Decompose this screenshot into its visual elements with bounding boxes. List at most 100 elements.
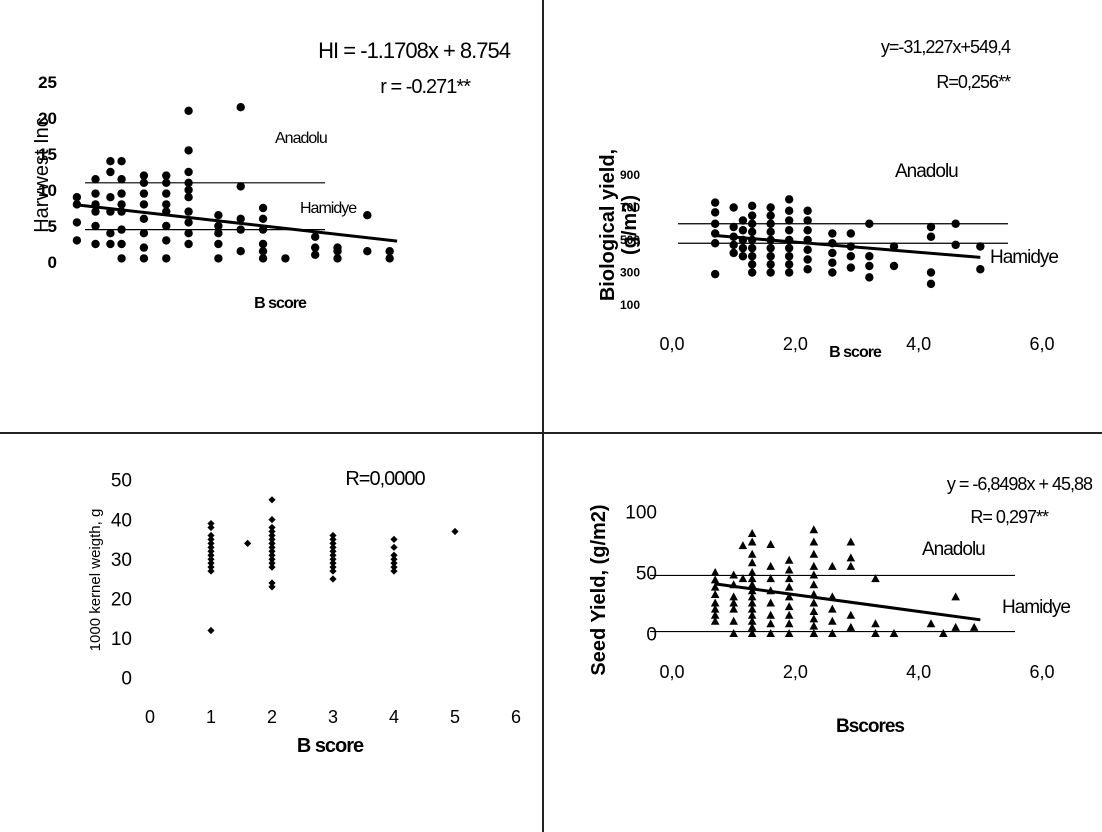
data-point	[268, 563, 276, 571]
data-point	[268, 547, 276, 555]
data-point	[236, 182, 245, 191]
data-point	[784, 195, 794, 204]
data-point	[268, 543, 276, 551]
data-point	[268, 579, 276, 587]
data-point	[258, 247, 268, 256]
data-point	[803, 245, 812, 254]
data-point	[268, 551, 276, 559]
data-point	[865, 219, 874, 228]
y-tick-label: 300	[620, 266, 640, 280]
x-tick-label: 4,0	[906, 334, 931, 354]
data-point	[268, 527, 276, 536]
data-point	[333, 243, 342, 252]
data-point	[390, 535, 398, 543]
data-point	[784, 243, 794, 253]
y-tick-label: 0	[646, 625, 657, 646]
divider-vertical	[542, 0, 544, 832]
data-point	[784, 619, 794, 628]
data-point	[139, 243, 149, 252]
data-point	[72, 218, 82, 227]
x-tick-label: 2,0	[783, 662, 808, 682]
data-point	[747, 598, 757, 607]
data-point	[766, 598, 775, 607]
data-point	[784, 555, 794, 564]
data-point	[865, 252, 874, 261]
data-point	[809, 629, 819, 637]
data-point	[729, 248, 738, 258]
data-point	[162, 171, 171, 180]
x-tick-label: 0	[145, 707, 155, 727]
data-point	[207, 551, 215, 559]
y-tick-label: 500	[620, 233, 640, 247]
data-point	[710, 568, 720, 576]
data-point	[766, 219, 775, 228]
regression-equation: HI = -1.1708x + 8.754	[318, 38, 511, 63]
data-point	[738, 252, 748, 261]
data-point	[729, 222, 738, 232]
data-point	[803, 216, 812, 225]
data-point	[117, 200, 126, 209]
data-point	[976, 242, 985, 251]
data-point	[766, 561, 775, 570]
data-point	[766, 211, 775, 220]
data-point	[747, 201, 757, 211]
data-point	[729, 240, 738, 250]
y-tick-label: 100	[625, 503, 657, 524]
data-point	[310, 232, 320, 241]
data-point	[766, 203, 775, 212]
y-tick-label: 50	[111, 471, 132, 492]
x-tick-label: 2,0	[783, 334, 808, 354]
data-point	[828, 616, 837, 625]
data-point	[207, 543, 215, 551]
data-point	[162, 178, 171, 187]
data-point	[729, 570, 738, 579]
data-point	[329, 539, 337, 547]
y-tick-label: 20	[111, 589, 132, 610]
y-axis-label: Harvwest Inc	[31, 117, 53, 233]
ref-label-hamidye: Hamidye	[1002, 597, 1070, 618]
data-point	[329, 555, 337, 563]
data-point	[809, 598, 819, 607]
data-point	[207, 547, 215, 555]
data-point	[268, 496, 276, 504]
data-point	[738, 541, 748, 550]
data-point	[710, 198, 720, 207]
data-point	[329, 535, 337, 543]
data-point	[363, 211, 372, 220]
data-point	[329, 551, 337, 559]
data-point	[258, 203, 268, 213]
data-point	[214, 211, 223, 220]
chart-bottom-right: 0 50 100 0,0 2,0 4,0 6,0 Anadolu Hamidye Seed Yie…	[588, 474, 1094, 737]
data-point	[784, 252, 794, 261]
data-point	[91, 189, 100, 198]
data-point	[162, 221, 171, 231]
data-point	[390, 567, 398, 575]
data-point	[268, 559, 276, 567]
data-point	[729, 616, 738, 625]
y-tick-label: 700	[620, 201, 640, 215]
data-point	[214, 239, 223, 249]
data-point	[766, 252, 775, 261]
data-point	[268, 523, 276, 532]
data-point	[865, 273, 874, 282]
data-point	[390, 551, 398, 559]
data-point	[729, 203, 738, 212]
data-point	[268, 535, 276, 543]
data-point	[846, 537, 856, 546]
data-point	[809, 549, 819, 558]
y-axis-label: Seed Yield, (g/m2)	[588, 504, 610, 675]
data-point	[747, 558, 757, 567]
data-point	[268, 555, 276, 563]
data-point	[268, 531, 276, 540]
data-point	[846, 610, 856, 619]
data-point	[268, 516, 276, 524]
data-point	[766, 227, 775, 237]
data-point	[390, 559, 398, 567]
data-point	[803, 265, 812, 274]
data-point	[310, 250, 320, 259]
data-point	[184, 218, 193, 227]
data-point	[738, 243, 748, 253]
data-point	[766, 260, 775, 269]
data-point	[710, 604, 720, 613]
